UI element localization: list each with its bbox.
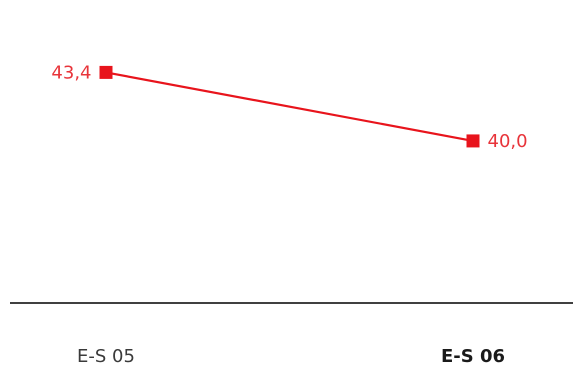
data-point-marker (466, 134, 480, 148)
data-label: 43,4 (51, 62, 91, 83)
data-point-marker (99, 65, 113, 79)
data-label: 40,0 (488, 131, 528, 152)
x-tick-label: E-S 05 (77, 346, 135, 367)
x-tick-labels: E-S 05 E-S 06 (77, 346, 505, 367)
series-layer: 43,4 40,0 (51, 62, 527, 152)
x-tick-label: E-S 06 (441, 346, 505, 367)
series-line (105, 71, 474, 143)
